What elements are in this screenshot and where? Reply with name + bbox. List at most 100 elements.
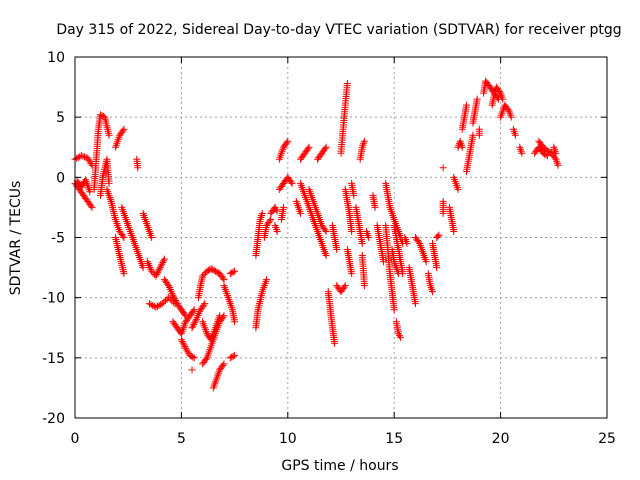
data-point [189,322,197,330]
data-point [504,106,512,114]
data-point [86,158,94,166]
data-point [203,267,211,275]
data-point [396,332,404,340]
data-point [429,288,437,296]
data-point [469,131,477,139]
data-point [397,333,405,341]
data-point [229,352,237,360]
x-axis-label: GPS time / hours [281,458,398,474]
data-point [228,269,236,277]
data-point [79,152,87,160]
data-point [199,272,207,280]
data-point [171,296,179,304]
data-point [551,154,559,162]
data-point [152,272,160,280]
data-point [210,266,218,274]
data-point [105,131,113,139]
data-point [321,145,329,153]
data-point [186,351,194,359]
data-point [152,303,160,311]
data-point [507,113,515,121]
data-point [348,270,356,278]
data-point [81,153,89,161]
data-point [158,260,166,268]
data-point [145,300,153,308]
data-point [155,265,163,273]
data-point [156,264,164,272]
x-tick-label: 10 [279,431,297,447]
data-point [120,270,128,278]
data-point [153,270,161,278]
data-point [360,282,368,290]
data-point [331,339,339,347]
data-point [433,264,441,272]
data-point [422,258,430,266]
y-tick-label: 5 [56,110,65,126]
data-point [348,227,356,235]
data-points [71,77,562,392]
data-point [341,282,349,290]
x-tick-label: 20 [492,431,510,447]
data-point [134,164,142,172]
axis-ticks: 0 5 10 15 20 25 -20 -15 -10 -5 0 5 10 [42,50,616,447]
data-point [120,234,128,241]
data-point [272,205,280,213]
data-point [188,366,196,374]
data-point [158,300,166,308]
data-point [202,355,210,363]
data-point [157,262,165,270]
data-point [191,317,199,325]
data-point [119,232,127,240]
data-point [190,320,198,328]
y-tick-label: -10 [42,291,65,307]
data-point [191,319,199,327]
data-point [139,264,147,272]
data-point [458,143,466,151]
data-point [403,240,411,248]
data-point [415,238,423,246]
data-point [182,344,190,352]
data-point [463,101,471,109]
data-point [171,295,179,303]
data-point [226,354,234,362]
data-point [177,336,185,344]
data-point [380,258,388,266]
data-point [280,203,288,211]
data-point [200,270,208,278]
data-point [84,154,92,162]
data-point [159,259,167,267]
data-point [394,330,402,338]
data-point [88,203,96,211]
data-point [229,268,237,276]
data-point [439,164,447,172]
data-point [258,209,266,217]
data-point [85,156,93,164]
data-point [219,313,227,321]
data-point [539,149,547,157]
data-point [267,215,275,223]
y-tick-label: -5 [51,231,65,247]
data-point [220,360,228,368]
data-point [183,346,191,354]
data-point [283,139,291,147]
data-point [97,111,105,119]
data-point [207,265,215,273]
data-point [554,161,562,169]
data-point [179,339,187,347]
data-point [220,312,228,320]
data-point [154,267,162,275]
data-point [160,255,168,263]
data-point [213,268,221,276]
data-point [543,147,551,155]
x-tick-label: 0 [71,431,80,447]
data-point [454,185,462,193]
data-point [288,179,296,187]
data-point [170,293,178,301]
data-point [189,307,197,315]
data-point [365,234,373,241]
data-point [148,234,156,241]
y-tick-label: 10 [47,50,65,66]
data-point [201,300,209,308]
data-point [304,145,312,153]
